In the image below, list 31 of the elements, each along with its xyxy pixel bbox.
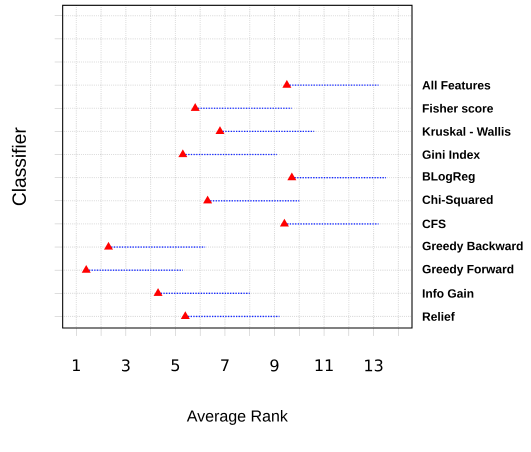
- x-tick-label: 1: [72, 359, 80, 372]
- point: [288, 172, 296, 180]
- x-axis-title: Average Rank: [186, 410, 288, 425]
- x-tick-label: 9: [270, 359, 278, 372]
- x-tick-label: 5: [172, 359, 180, 372]
- y-tick-label: Greedy Backward: [422, 241, 523, 253]
- point: [280, 218, 289, 227]
- y-tick-label: CFS: [422, 220, 446, 228]
- point: [104, 242, 113, 250]
- y-tick-label: Fisher score: [422, 104, 493, 113]
- y-axis-title: Classifier: [12, 128, 26, 206]
- point: [82, 265, 91, 273]
- point: [216, 126, 224, 134]
- y-tick-label: Relief: [422, 312, 455, 321]
- y-tick-label: Chi-Squared: [422, 195, 493, 206]
- point: [282, 80, 292, 88]
- y-tick-label: Greedy Forward: [422, 264, 514, 276]
- point: [178, 150, 188, 158]
- point: [154, 288, 162, 296]
- y-tick-label: Gini Index: [422, 150, 480, 159]
- y-tick-label: BLogReg: [422, 172, 475, 184]
- point: [181, 311, 190, 320]
- y-tick-label: Info Gain: [422, 288, 474, 298]
- y-tick-label: All Features: [422, 80, 490, 90]
- x-tick-label: 13: [365, 359, 382, 372]
- x-tick-label: 11: [316, 359, 333, 372]
- y-tick-label: Kruskal - Wallis: [422, 126, 510, 136]
- point: [203, 196, 212, 204]
- x-tick-label: 7: [221, 359, 229, 372]
- point: [190, 103, 200, 111]
- x-tick-label: 3: [122, 359, 130, 372]
